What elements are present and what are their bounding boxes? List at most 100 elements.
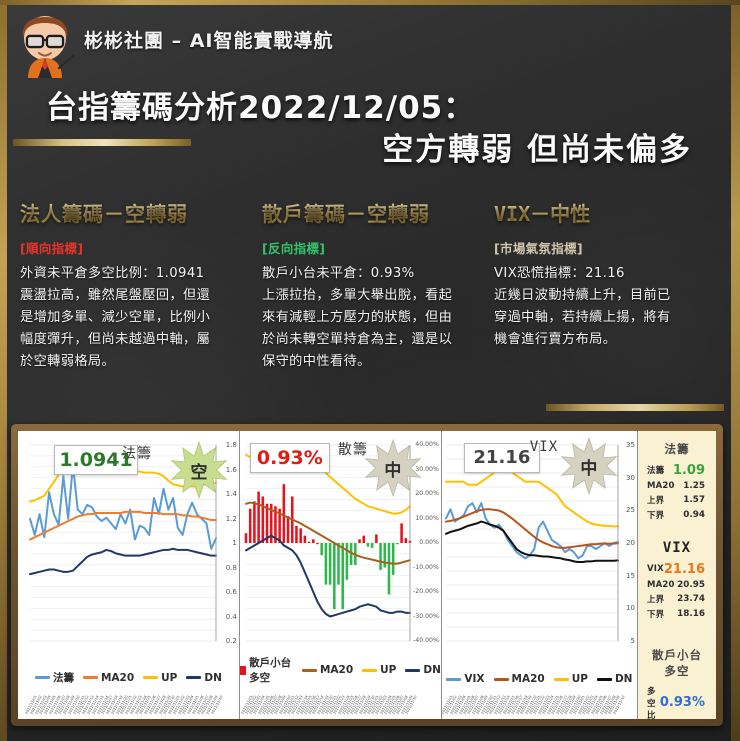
frame-edge-top: [0, 0, 740, 5]
legend-item: VIX: [446, 673, 485, 685]
column-vix: VIX－中性 [市場氣氛指標] VIX恐慌指標：21.16 近幾日波動持續上升，…: [494, 198, 724, 351]
legend-item: UP: [553, 673, 588, 685]
title-line-1: 台指籌碼分析2022/12/05：: [46, 90, 476, 126]
column-retail: 散戶籌碼－空轉弱 [反向指標] 散戶小台未平倉：0.93% 上漲拉抬，多單大舉出…: [262, 198, 484, 373]
y-tick-label: 1.6: [225, 465, 237, 474]
legend-item: UP: [143, 672, 177, 684]
chart-vix-plot: [444, 444, 619, 642]
y-tick-label: -30.00%: [413, 612, 439, 620]
body-line: 震盪拉高，雖然尾盤壓回，但還: [20, 287, 211, 303]
chart-legend: VIX MA20 UP DN: [442, 673, 637, 685]
legend-label: MA20: [100, 671, 135, 684]
legend-item: 法籌: [34, 670, 74, 685]
body-line: 是增加多單、減少空單，比例小: [20, 309, 211, 325]
legend-label: DN: [423, 664, 441, 676]
row-key: 多空比: [646, 686, 656, 721]
table-section-institutional: 法籌 法籌 1.09 MA20 1.25 上界 1.57: [646, 441, 708, 522]
column-body: VIX恐慌指標：21.16 近幾日波動持續上升，目前已 穿過中軸，若持續上揚，將…: [494, 263, 724, 351]
gold-divider-right: [546, 404, 724, 411]
legend-label: UP: [380, 664, 397, 676]
chart-x-axis-labels: 2022/11/01 2022/11/02 2022/11/03 2022/11/04…: [442, 685, 637, 717]
row-value: 20.95: [677, 579, 705, 590]
body-line: 於尚未轉空單持倉為主，還是以: [262, 331, 453, 347]
body-line: 幅度彈升，但尚未越過中軸，屬: [20, 331, 211, 347]
row-key: 法籌: [646, 466, 665, 476]
y-tick-label: 1.8: [225, 441, 237, 449]
legend-item: 散戶小台多空: [239, 655, 293, 685]
table-section-retail: 散戶小台多空 多空比 0.93%: [646, 647, 708, 722]
column-heading: VIX－中性: [494, 198, 724, 227]
body-line: 近幾日波動持續上升，目前已: [494, 287, 671, 303]
frame-edge-left: [0, 0, 7, 741]
row-key: VIX: [646, 564, 664, 574]
row-value: 1.25: [683, 480, 705, 491]
y-tick-label: 40.00%: [415, 441, 439, 448]
table-row: 上界 1.57: [646, 492, 708, 507]
body-line: 來有減輕上方壓力的狀態，但由: [262, 309, 453, 325]
brand-title: 彬彬社團 – AI智能實戰導航: [84, 30, 334, 52]
legend-label: MA20: [319, 664, 354, 676]
row-key: MA20: [646, 579, 675, 590]
charts-panel: 1.0941 法籌 空 1.8 1.6 1.4 1.2 1 0.8 0.6 0.4 0.2 法籌…: [11, 424, 723, 726]
body-line: 保守的中性看待。: [262, 353, 371, 369]
body-line: 穿過中軸，若持續上揚，將有: [494, 309, 671, 325]
chart-value-box: 1.0941: [54, 445, 138, 475]
badge-label: 中: [580, 458, 598, 479]
y-tick-label: 0.4: [225, 612, 237, 621]
legend-label: UP: [571, 673, 588, 685]
y-tick-label: 1: [232, 539, 237, 547]
slide-title: 台指籌碼分析2022/12/05： 空方轉弱 但尚未偏多: [0, 82, 740, 174]
row-key: 上界: [646, 594, 665, 605]
row-key: 上界: [646, 495, 665, 506]
legend-item: MA20: [493, 673, 545, 685]
chart-title: 散籌: [337, 442, 368, 458]
table-row: 上界 23.74: [646, 591, 708, 606]
legend-item: DN: [596, 673, 632, 685]
section-title: 法籌: [664, 442, 690, 456]
row-key: 下界: [646, 609, 665, 620]
y-tick-label: 10: [626, 604, 635, 613]
row-value: 1.09: [672, 462, 705, 478]
section-title: 散戶小台多空: [651, 648, 702, 678]
section-title: VIX: [662, 540, 692, 556]
legend-item: DN: [405, 664, 441, 676]
legend-item: MA20: [301, 664, 354, 676]
column-body: 外資未平倉多空比例：1.0941 震盪拉高，雖然尾盤壓回，但還 是增加多單、減少…: [20, 263, 254, 373]
y-tick-label: 35: [626, 441, 635, 449]
table-row: MA20 20.95: [646, 578, 708, 591]
y-tick-label: 5: [630, 637, 635, 645]
column-heading: 法人籌碼－空轉弱: [20, 198, 254, 227]
chart-legend: 法籌 MA20 UP DN: [18, 670, 239, 685]
badge-star-vix: 中: [560, 436, 618, 496]
header: 彬彬社團 – AI智能實戰導航: [0, 0, 740, 88]
y-tick-label: 0.8: [225, 563, 237, 572]
legend-label: 散戶小台多空: [249, 657, 292, 684]
row-value: 21.16: [663, 561, 705, 577]
table-row: 下界 18.16: [646, 606, 708, 621]
chart-title: VIX: [529, 439, 559, 455]
row-value: 1.57: [683, 494, 705, 505]
table-row: MA20 1.25: [646, 479, 708, 492]
column-institutional: 法人籌碼－空轉弱 [順向指標] 外資未平倉多空比例：1.0941 震盪拉高，雖然…: [20, 198, 254, 373]
y-tick-label: 25: [626, 506, 635, 515]
body-line: 機會進行賣方布局。: [494, 331, 617, 347]
badge-star-retail: 中: [364, 438, 422, 498]
y-tick-label: 0.00%: [419, 539, 439, 546]
y-tick-label: 0.2: [225, 637, 237, 645]
table-row: 下界 0.94: [646, 507, 708, 522]
gold-divider-left: [13, 139, 191, 146]
y-tick-label: 30: [626, 473, 635, 482]
column-heading: 散戶籌碼－空轉弱: [262, 198, 484, 227]
legend-item: MA20: [82, 671, 135, 684]
column-tag: [反向指標]: [262, 241, 326, 256]
row-value: 18.16: [677, 608, 705, 619]
row-key: MA20: [646, 480, 675, 491]
badge-star-institutional: 空: [170, 440, 228, 500]
chart-x-axis-labels: 2022/11/01 2022/11/02 2022/11/03 2022/11/04…: [18, 685, 239, 717]
y-tick-label: -40.00%: [413, 637, 439, 644]
table-row: VIX 21.16: [646, 560, 708, 578]
chart-retail: 0.93% 散籌 中 40.00% 30.00% 20.00% 10.00% 0.00%…: [239, 431, 442, 719]
table-row: 多空比 0.93%: [646, 683, 708, 722]
legend-label: DN: [204, 671, 222, 684]
